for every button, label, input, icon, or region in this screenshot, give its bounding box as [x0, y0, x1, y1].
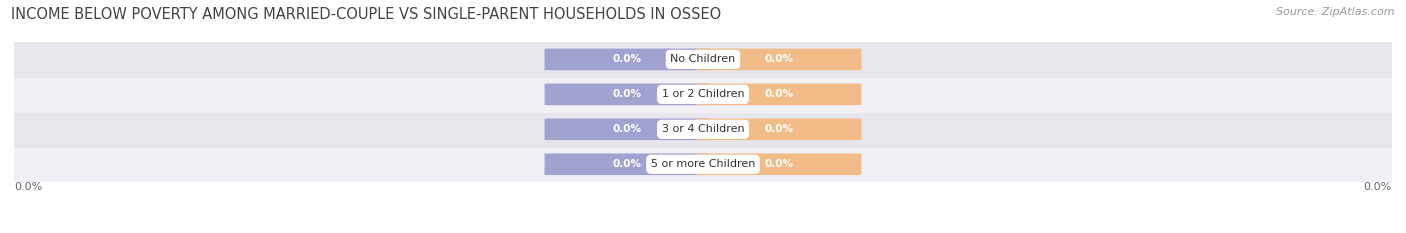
Legend: Married Couples, Single Parents: Married Couples, Single Parents	[585, 230, 821, 233]
Text: 0.0%: 0.0%	[765, 55, 793, 64]
Bar	[14, 42, 1392, 77]
FancyBboxPatch shape	[696, 118, 862, 140]
Text: 0.0%: 0.0%	[613, 89, 641, 99]
FancyBboxPatch shape	[696, 48, 862, 70]
Text: 3 or 4 Children: 3 or 4 Children	[662, 124, 744, 134]
Text: 0.0%: 0.0%	[1364, 182, 1392, 192]
FancyBboxPatch shape	[696, 84, 862, 105]
FancyBboxPatch shape	[544, 48, 710, 70]
Text: 0.0%: 0.0%	[613, 159, 641, 169]
Bar	[14, 147, 1392, 182]
Text: 0.0%: 0.0%	[14, 182, 42, 192]
Text: No Children: No Children	[671, 55, 735, 64]
Bar	[14, 112, 1392, 147]
Text: Source: ZipAtlas.com: Source: ZipAtlas.com	[1277, 7, 1395, 17]
Text: 0.0%: 0.0%	[613, 55, 641, 64]
Text: 0.0%: 0.0%	[613, 124, 641, 134]
Text: 0.0%: 0.0%	[765, 89, 793, 99]
FancyBboxPatch shape	[544, 118, 710, 140]
FancyBboxPatch shape	[544, 154, 710, 175]
Text: INCOME BELOW POVERTY AMONG MARRIED-COUPLE VS SINGLE-PARENT HOUSEHOLDS IN OSSEO: INCOME BELOW POVERTY AMONG MARRIED-COUPL…	[11, 7, 721, 22]
FancyBboxPatch shape	[544, 84, 710, 105]
Text: 1 or 2 Children: 1 or 2 Children	[662, 89, 744, 99]
Bar	[14, 77, 1392, 112]
Text: 0.0%: 0.0%	[765, 124, 793, 134]
Text: 0.0%: 0.0%	[765, 159, 793, 169]
FancyBboxPatch shape	[696, 154, 862, 175]
Text: 5 or more Children: 5 or more Children	[651, 159, 755, 169]
